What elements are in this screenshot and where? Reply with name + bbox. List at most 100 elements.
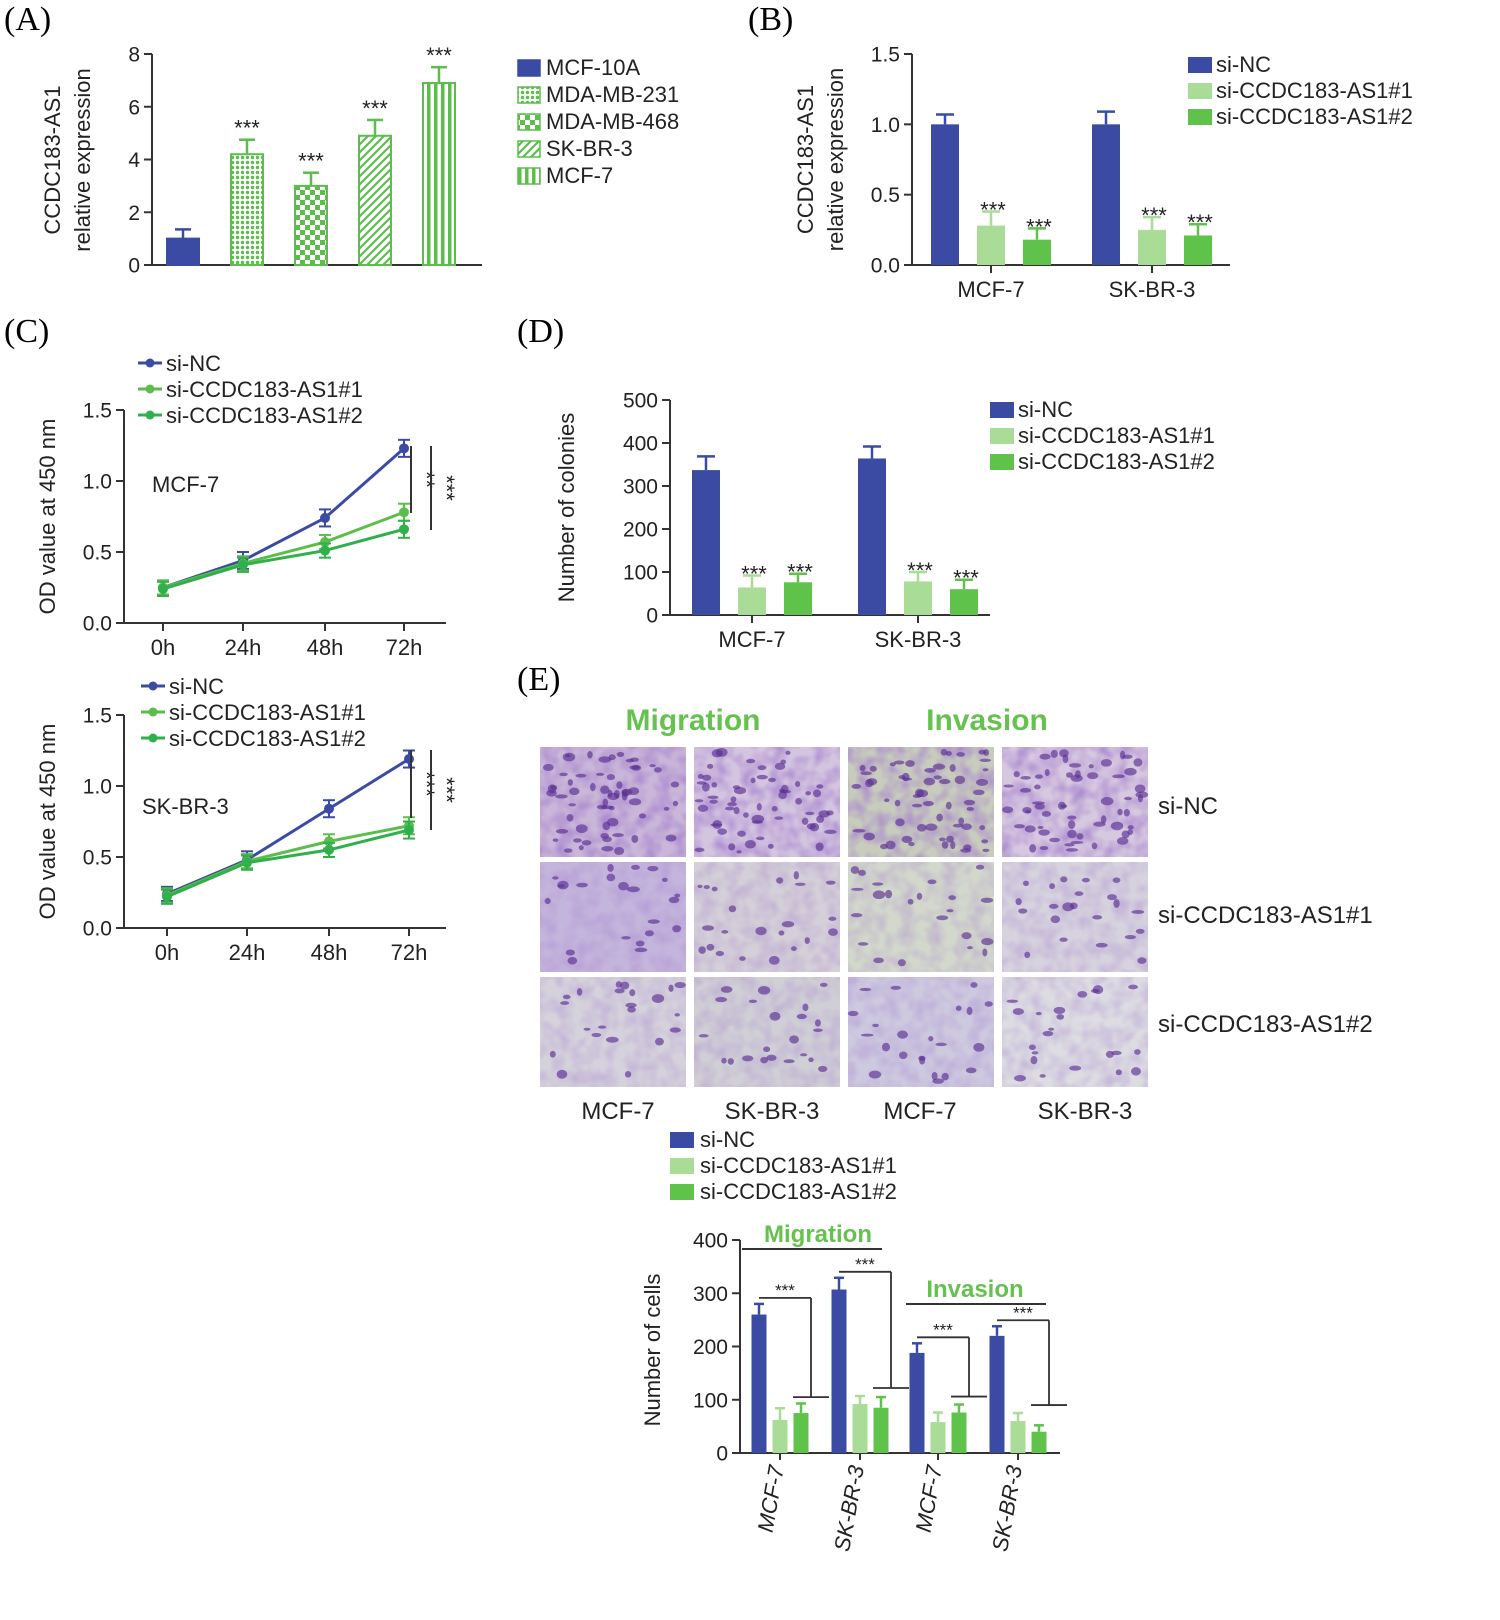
micrograph-cell [790, 946, 797, 952]
micrograph-tile-r1-c2 [848, 862, 994, 972]
chart-a-bar-3 [358, 134, 392, 266]
micrograph-cell [600, 805, 614, 810]
chart-a-legend-swatch-3 [517, 140, 541, 158]
chart-c-mcf7-xtick-label-3: 72h [386, 635, 423, 660]
micrograph-cell [1049, 883, 1056, 890]
micrograph-tile-r0-c1 [694, 747, 840, 857]
micrograph-cell [715, 996, 728, 1003]
micrograph-cell [763, 1046, 771, 1053]
micrograph-cell [1131, 910, 1145, 914]
chart-d-bar-1-1 [904, 581, 932, 615]
chart-c-mcf7-series-2-point-0 [158, 583, 168, 594]
chart-b-ytick-label-2: 1.0 [871, 114, 900, 137]
micrograph-cell [852, 828, 866, 833]
micrograph-cell [1019, 788, 1032, 793]
micrograph-cell [573, 838, 582, 843]
micrograph-cell [1030, 1056, 1038, 1065]
micrograph-cell [755, 926, 767, 936]
micrograph-cell [614, 988, 625, 994]
chart-c-mcf7-series-0-line [162, 447, 405, 589]
micrograph-cell [1059, 749, 1069, 758]
micrograph-cell [647, 865, 659, 872]
micrograph-cell [566, 814, 574, 822]
chart-c-mcf7-series-2-point-2 [320, 545, 330, 556]
micrograph-cell [1053, 1006, 1066, 1015]
chart-c-mcf7-annotation: MCF-7 [152, 472, 219, 497]
micrograph-cell [774, 762, 786, 770]
micrograph-cell [598, 756, 612, 763]
micrograph-cell [1012, 1008, 1025, 1015]
chart-b-legend-label-1: si-CCDC183-AS1#1 [1216, 78, 1413, 103]
micrograph-cell [819, 982, 828, 987]
micrograph-cell [847, 1010, 859, 1017]
micrograph-cell [935, 1042, 948, 1047]
micrograph-cell [1024, 825, 1036, 833]
micrograph-cell [925, 823, 938, 831]
micrograph-cell [670, 781, 680, 788]
chart-b-bar-2-0 [1023, 239, 1051, 265]
micrograph-cell [621, 936, 631, 940]
micrograph-cell [1092, 915, 1103, 920]
chart-c-skbr3-ytick-label-1: 0.5 [83, 847, 112, 870]
micrograph-cell [963, 844, 972, 851]
micrograph-cell [860, 771, 872, 776]
micrograph-cell [895, 818, 905, 827]
micrograph-cell [756, 803, 762, 811]
micrograph-cell [1110, 821, 1124, 831]
chart-a-ylabel-line2: relative expression [70, 68, 95, 251]
micrograph-cell [793, 871, 800, 880]
micrograph-cell [1049, 837, 1061, 843]
micrograph-cell [1134, 784, 1146, 793]
micrograph-cell [711, 749, 723, 758]
micrograph-tile-texture-r0-c0 [540, 747, 686, 857]
micrograph-cell [1068, 820, 1076, 829]
chart-c-mcf7-series-0-point-3 [399, 443, 409, 454]
chart-e-bar-2-1 [873, 1407, 889, 1453]
micrograph-cell [859, 764, 866, 772]
panel-label-a: (A) [4, 1, 51, 38]
chart-b-bar-2-1-significance: *** [1187, 210, 1213, 235]
micrograph-cell [702, 782, 710, 792]
micrograph-cell [743, 812, 749, 818]
micrograph-cell [709, 799, 718, 804]
micrograph-cell [950, 841, 956, 850]
chart-d-legend-label-2: si-CCDC183-AS1#2 [1018, 449, 1215, 474]
micrograph-cell [923, 777, 936, 786]
chart-e-bar-1-3 [1010, 1421, 1026, 1453]
legend-swatch-e-si-2 [670, 1184, 694, 1200]
micrograph-cell [739, 956, 746, 961]
chart-a-bar-4-significance: *** [426, 43, 452, 68]
micrograph-cell [724, 806, 735, 811]
chart-d-bar-1-0 [738, 587, 766, 615]
chart-a-ytick-label-4: 8 [128, 44, 140, 67]
micrograph-cell [1038, 829, 1050, 836]
chart-e-group-label-invasion: Invasion [926, 1276, 1023, 1303]
micrograph-cell [727, 1058, 734, 1065]
micrograph-cell [1112, 877, 1121, 883]
micrograph-cell [756, 774, 768, 780]
micrograph-cell [1048, 903, 1059, 909]
chart-e-xtick-label-1: SK-BR-3 [829, 1463, 869, 1554]
chart-c-mcf7-legend-marker-0 [145, 358, 155, 368]
chart-e-significance-1: *** [855, 1255, 875, 1274]
chart-d-xtick-label-0: MCF-7 [718, 627, 785, 652]
micrograph-cell [620, 981, 630, 990]
legend-swatch-e-si-1 [670, 1158, 694, 1174]
micrograph-cell [965, 1067, 977, 1074]
micrograph-cell [941, 841, 949, 849]
micrograph-cell [576, 882, 588, 888]
chart-b-ylabel-line2: relative expression [823, 68, 848, 251]
micrograph-cell [800, 1053, 808, 1057]
micrograph-cell [733, 787, 747, 795]
micrograph-cell [949, 764, 956, 772]
micrograph-cell [781, 921, 795, 928]
micrograph-cell [1066, 772, 1073, 778]
chart-c-mcf7-series-2-point-3 [399, 524, 409, 535]
micrograph-cell [1124, 767, 1137, 776]
micrograph-title-invasion: Invasion [926, 704, 1048, 737]
chart-c-skbr3-ylabel: OD value at 450 nm [35, 724, 60, 920]
micrograph-cell [618, 881, 629, 891]
micrograph-cell [1031, 801, 1045, 805]
micrograph-cell [859, 987, 872, 992]
chart-c-mcf7-ytick-label-1: 0.5 [83, 542, 112, 565]
